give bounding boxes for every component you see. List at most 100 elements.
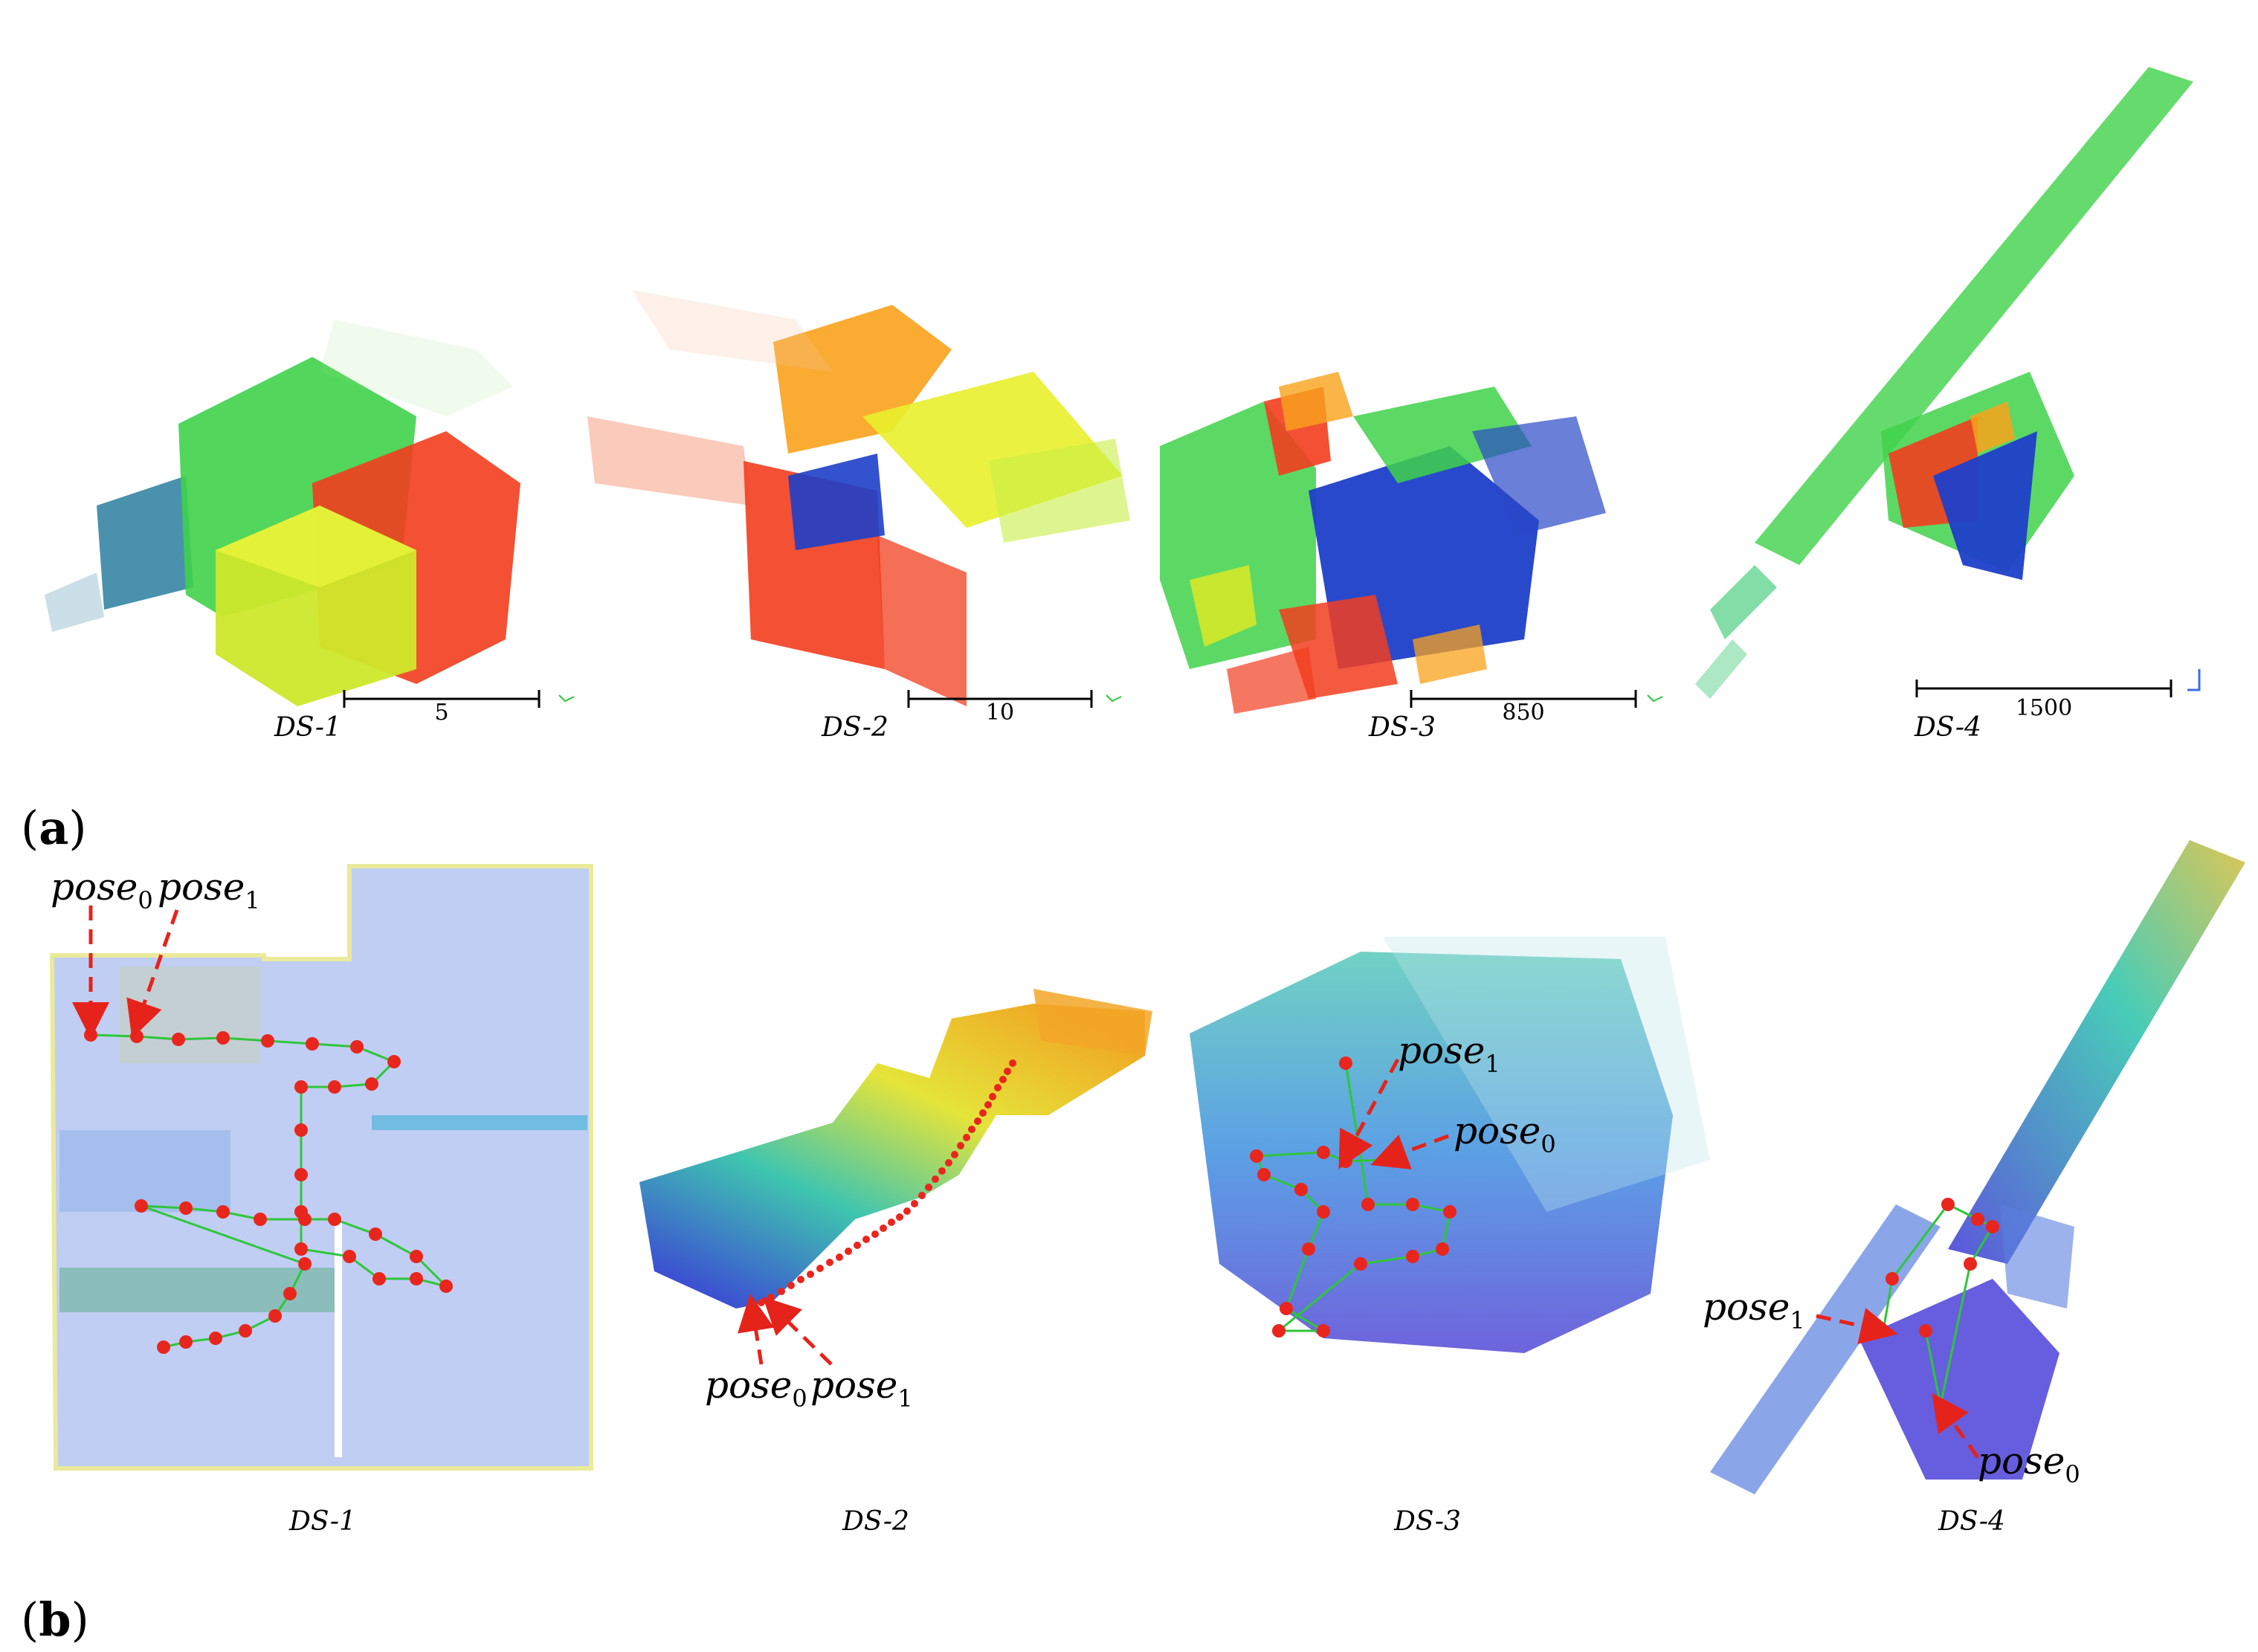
pose-node [797,1276,804,1283]
ds4-scale-value: 1500 [2016,695,2072,721]
pose-node [157,1340,170,1354]
pose-node [439,1280,453,1293]
pose-node [179,1335,193,1349]
pose-node [372,1272,386,1285]
pose-node [951,1151,958,1158]
ds1-caption-bottom: DS-1 [288,1506,356,1537]
pose-node [1339,1056,1352,1070]
pose-node [1406,1198,1419,1211]
ds2-caption-top: DS-2 [821,712,888,743]
pose-node [216,1205,230,1219]
ds4-caption-bottom: DS-4 [1938,1506,2005,1537]
pose-node [854,1242,861,1249]
pose-node [84,1028,97,1042]
ds3-caption-top: DS-3 [1368,712,1436,743]
pose-node [306,1037,319,1051]
ds2-pose1-label: pose1 [810,1364,913,1413]
ds1-pointcloud-3d [45,320,520,706]
ds3-pose1-label: pose1 [1398,1029,1500,1078]
pose-node [1302,1242,1315,1256]
pose-node [261,1034,274,1048]
pose-node [903,1207,911,1215]
pose-node [350,1040,364,1054]
ds2-pointcloud-3d [587,290,1130,706]
pose-node [1886,1272,1899,1285]
pose-node [387,1055,401,1068]
pose-node [283,1287,297,1300]
pose-node [787,1282,795,1289]
ds2-caption-bottom: DS-2 [842,1506,909,1537]
pose-node [888,1219,895,1226]
pose-node [880,1225,887,1232]
pose-node [254,1213,267,1226]
pose-node [1443,1205,1457,1219]
ds1-scale-bar: 5 [343,690,541,726]
pose-node [778,1288,785,1295]
pose-node [410,1250,423,1263]
pose-node [135,1199,148,1213]
pose-node [1354,1257,1367,1271]
pose-node [216,1031,230,1045]
pose-node [1378,1153,1391,1167]
trajectory-edge [90,1033,450,1349]
pose-node [999,1076,1007,1083]
pose-node [1004,1068,1011,1075]
pose-node [130,1030,143,1043]
pose-node [1317,1146,1330,1159]
pose-node [328,1080,341,1094]
pose-node [807,1271,814,1278]
pose-node [1009,1059,1016,1067]
pose-node [1941,1198,1955,1211]
ds3-birdseye-view [1190,937,1710,1353]
pose-node [862,1236,870,1243]
pose-node [1294,1183,1308,1196]
pose-node [1971,1213,1984,1226]
pose-node [179,1201,193,1215]
ds3-scale-bar: 850 [1410,690,1637,726]
pose-node [410,1272,423,1285]
pose-node [1250,1149,1263,1163]
pose-node [816,1265,824,1272]
axis-glyph-icon [558,669,2201,703]
pose-node [172,1033,185,1046]
ds4-caption-top: DS-4 [1914,712,1981,743]
pose-node [758,1299,765,1306]
pose-node [343,1250,356,1263]
pose-node [911,1200,918,1207]
ds4-scale-bar: 1500 [1915,680,2172,721]
pose-node [294,1168,308,1181]
pose-node [1272,1324,1286,1338]
ds3-pose0-label: pose0 [1454,1109,1556,1158]
pose-node [1317,1324,1330,1338]
ds1-scale-value: 5 [434,700,448,726]
pose-node [963,1134,970,1141]
pose-node [836,1253,843,1261]
ds1-pose0-label: pose0 [51,865,153,914]
ds1-birdseye-view [49,864,593,1471]
pose-node [1986,1220,1999,1233]
ds1-trajectory [84,1028,453,1354]
pose-node [294,1242,308,1256]
pose-node [1361,1198,1375,1211]
pose-node [984,1101,992,1109]
pose-node [932,1175,939,1183]
pose-node [896,1213,903,1221]
pose-node [945,1159,952,1167]
panel-label-a: (a) [21,801,87,855]
ds4-pointcloud-3d [1695,67,2193,699]
trajectory-edge [1882,1203,1995,1406]
pose-node [938,1167,946,1175]
pose-node [328,1213,341,1226]
ds2-scale-bar: 10 [907,690,1093,726]
pose-node [925,1184,932,1191]
pose-node [989,1093,996,1100]
ds3-pointcloud-3d [1160,372,1606,714]
ds3-scale-value: 850 [1502,700,1544,726]
ds4-birdseye-view [1710,840,2245,1494]
pose-node [871,1230,879,1238]
pose-node [1877,1324,1890,1338]
pose-node [1339,1155,1352,1168]
pose-node [1964,1257,1977,1271]
pose-node [918,1192,926,1199]
pose-node [1919,1324,1932,1338]
